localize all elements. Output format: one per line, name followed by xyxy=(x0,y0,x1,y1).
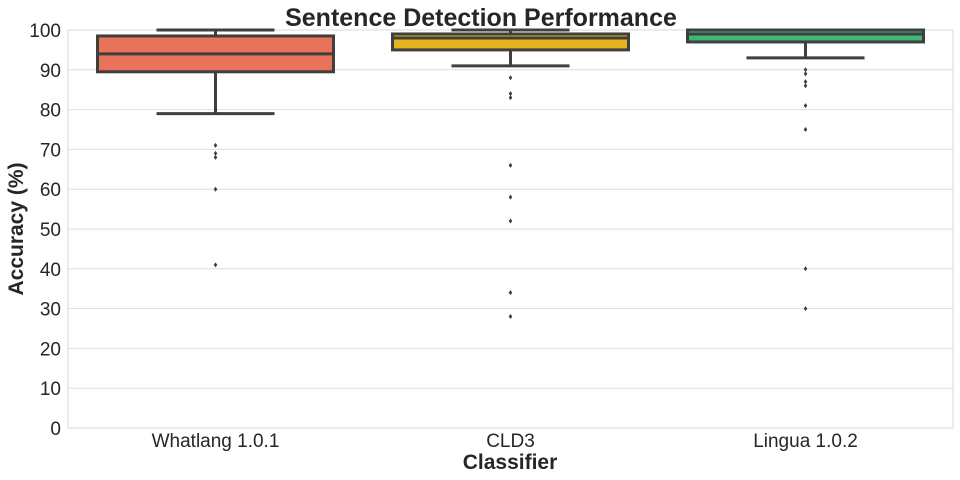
y-tick-label-40: 40 xyxy=(40,260,61,281)
box-series xyxy=(96,28,925,320)
y-tick-label-90: 90 xyxy=(40,61,61,82)
outlier-point xyxy=(508,218,513,224)
x-tick-labels: Whatlang 1.0.1 CLD3 Lingua 1.0.2 xyxy=(152,431,858,452)
outlier-point xyxy=(508,95,513,101)
box-3 xyxy=(686,28,925,312)
y-tick-label-50: 50 xyxy=(40,220,61,241)
outlier-point xyxy=(803,71,808,77)
outlier-point xyxy=(508,75,513,81)
outlier-point xyxy=(803,83,808,89)
outlier-point xyxy=(803,67,808,73)
outlier-point xyxy=(508,91,513,97)
box-1 xyxy=(96,28,335,268)
y-tick-label-100: 100 xyxy=(29,21,61,42)
box-iqr xyxy=(686,28,925,44)
outlier-point xyxy=(803,266,808,272)
y-tick-label-0: 0 xyxy=(50,419,61,440)
outlier-point xyxy=(213,142,218,148)
outlier-point xyxy=(508,314,513,320)
y-tick-label-80: 80 xyxy=(40,101,61,122)
x-axis-label: Classifier xyxy=(463,451,558,474)
outlier-point xyxy=(803,306,808,312)
outlier-point xyxy=(213,186,218,192)
gridlines xyxy=(68,29,953,429)
y-tick-label-10: 10 xyxy=(40,379,61,400)
outlier-point xyxy=(508,162,513,168)
box-2 xyxy=(391,28,630,320)
x-tick-label-1: Whatlang 1.0.1 xyxy=(152,431,280,452)
outlier-point xyxy=(508,194,513,200)
y-axis-label: Accuracy (%) xyxy=(5,162,28,295)
y-tick-label-70: 70 xyxy=(40,140,61,161)
outlier-point xyxy=(803,79,808,85)
box-iqr xyxy=(391,32,630,52)
outlier-point xyxy=(213,150,218,156)
chart-title: Sentence Detection Performance xyxy=(285,4,677,32)
outlier-point xyxy=(508,290,513,296)
x-tick-label-2: CLD3 xyxy=(486,431,535,452)
y-tick-label-60: 60 xyxy=(40,180,61,201)
y-tick-label-30: 30 xyxy=(40,300,61,321)
x-tick-label-3: Lingua 1.0.2 xyxy=(753,431,858,452)
outlier-point xyxy=(803,103,808,109)
y-tick-labels: 0 10 20 30 40 50 60 70 80 90 100 xyxy=(29,21,61,440)
outlier-point xyxy=(213,154,218,160)
outlier-point xyxy=(213,262,218,268)
y-tick-label-20: 20 xyxy=(40,339,61,360)
outlier-point xyxy=(803,127,808,132)
